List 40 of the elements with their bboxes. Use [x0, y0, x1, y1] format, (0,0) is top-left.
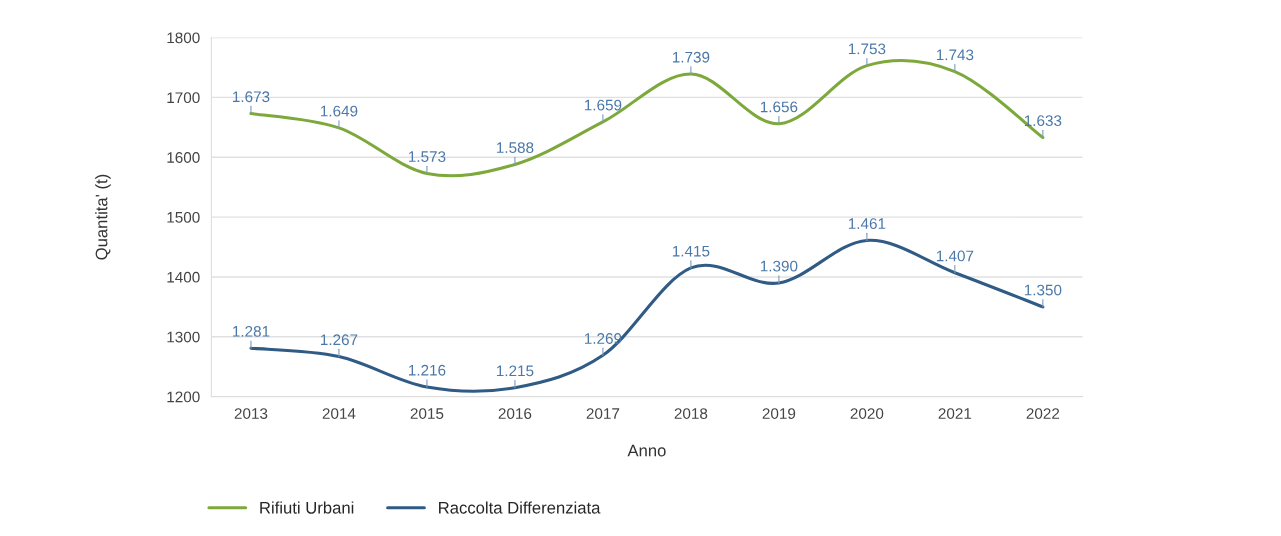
legend-label: Rifiuti Urbani — [260, 501, 354, 514]
y-tick-label: 1400 — [167, 271, 200, 283]
data-label: 1.215 — [496, 365, 534, 377]
data-label: 1.461 — [848, 218, 886, 230]
x-tick-label: 2015 — [410, 408, 444, 419]
x-tick-label: 2020 — [850, 408, 884, 419]
data-label: 1.390 — [760, 260, 798, 272]
data-label: 1.281 — [233, 325, 270, 337]
data-label: 1.673 — [233, 91, 270, 103]
data-label: 1.415 — [672, 245, 710, 257]
x-tick-label: 2014 — [322, 408, 356, 419]
data-label: 1.743 — [936, 49, 974, 61]
y-tick-label: 1200 — [167, 391, 200, 403]
x-tick-label: 2018 — [674, 408, 708, 419]
y-tick-label: 1300 — [167, 331, 200, 343]
x-tick-label: 2016 — [498, 408, 532, 419]
x-tick-label: 2021 — [938, 408, 972, 419]
y-tick-label: 1600 — [167, 152, 200, 163]
data-label: 1.659 — [584, 99, 622, 111]
data-label: 1.573 — [408, 151, 446, 162]
x-tick-label: 2017 — [586, 408, 620, 419]
y-tick-label: 1500 — [167, 211, 200, 223]
data-label: 1.350 — [1024, 284, 1062, 296]
data-label: 1.753 — [848, 43, 886, 55]
x-axis-title: Anno — [627, 444, 666, 457]
data-label: 1.216 — [408, 364, 446, 376]
x-tick-label: 2013 — [234, 408, 268, 419]
x-tick-label: 2022 — [1026, 408, 1060, 419]
x-tick-label: 2019 — [762, 408, 796, 419]
legend-label: Raccolta Differenziata — [439, 501, 601, 514]
data-label: 1.267 — [321, 334, 358, 346]
data-label: 1.407 — [936, 250, 974, 262]
data-label: 1.739 — [672, 51, 710, 63]
data-label: 1.649 — [321, 105, 358, 117]
y-tick-label: 1700 — [167, 92, 200, 104]
y-axis-title: Quantita' (t) — [95, 174, 111, 260]
data-label: 1.588 — [496, 142, 534, 154]
y-tick-label: 1800 — [167, 32, 200, 44]
data-label: 1.633 — [1024, 115, 1062, 127]
data-label: 1.656 — [760, 101, 798, 113]
